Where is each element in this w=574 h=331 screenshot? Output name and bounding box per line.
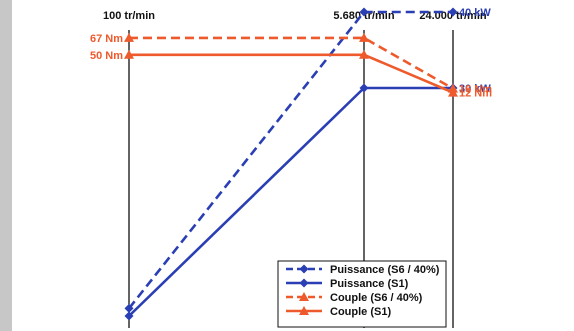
point-couple-s6-40-0 (124, 32, 134, 42)
point-couple-s1-1 (359, 49, 369, 59)
chart: 100 tr/min 5.680 tr/min 24.000 tr/min 40 k… (90, 7, 492, 328)
end-label-couple-s6-40: 16 Nm (459, 84, 492, 96)
legend-label-couple-s6-40: Couple (S6 / 40%) (330, 292, 423, 304)
legend-label-puissance-s6-40: Puissance (S6 / 40%) (330, 264, 440, 276)
point-puissance-s6-40-0 (124, 303, 134, 313)
legend-label-couple-s1: Couple (S1) (330, 306, 391, 318)
chart-frame: 100 tr/min 5.680 tr/min 24.000 tr/min 40 k… (12, 0, 574, 331)
point-puissance-s6-40-2 (448, 7, 458, 17)
point-puissance-s6-40-1 (359, 7, 369, 17)
start-label-couple-s1: 50 Nm (90, 50, 123, 62)
speed-header-0: 100 tr/min (103, 10, 155, 22)
start-label-couple-s6-40: 67 Nm (90, 33, 123, 45)
legend: Puissance (S6 / 40%) Puissance (S1) Couple… (277, 260, 447, 328)
legend-marker-couple-s1 (299, 306, 309, 315)
end-label-puissance-s6-40: 40 kW (459, 7, 491, 19)
point-couple-s6-40-1 (359, 32, 369, 42)
legend-label-puissance-s1: Puissance (S1) (330, 278, 409, 290)
legend-marker-puissance-s6-40 (299, 264, 309, 274)
series-line-couple-s6-40 (129, 36, 454, 90)
end-label-couple-s1: 12 Nm (459, 88, 492, 100)
point-puissance-s1-0 (124, 311, 134, 321)
point-puissance-s1-1 (359, 83, 369, 93)
value-labels: 40 kW 30 kW 67 Nm 16 Nm 50 Nm 12 Nm (90, 7, 492, 100)
legend-box (277, 260, 447, 328)
point-couple-s1-0 (124, 49, 134, 59)
legend-marker-puissance-s1 (299, 278, 309, 288)
series-group (124, 7, 458, 321)
speed-headers: 100 tr/min 5.680 tr/min 24.000 tr/min (103, 10, 487, 22)
legend-marker-couple-s6-40 (299, 292, 309, 301)
end-label-puissance-s1: 30 kW (459, 83, 491, 95)
point-couple-s1-2 (448, 87, 458, 97)
